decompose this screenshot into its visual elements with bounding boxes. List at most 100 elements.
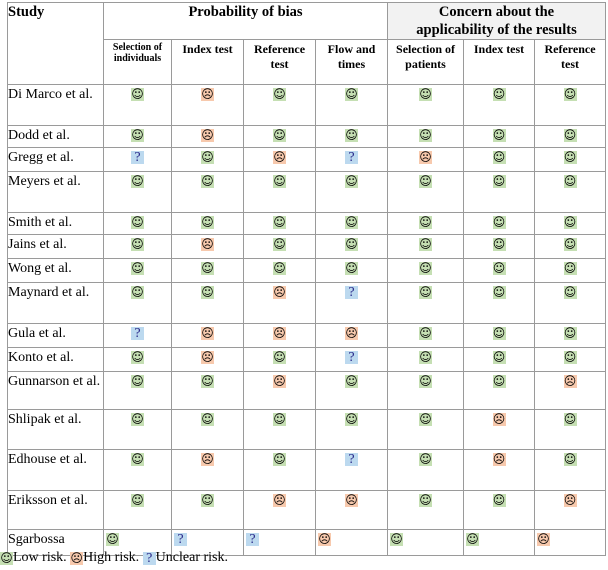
concern-applicability-header: Concern about the applicability of the r… [387, 2, 607, 40]
rating-cell: ☺ [534, 84, 607, 126]
rating-cell: ☺ [103, 212, 172, 235]
smiley-icon: ☺ [201, 412, 214, 426]
table-row: Smith et al. ☺ ☺ ☺ ☺ ☺ ☺ ☺ [7, 212, 607, 235]
legend-low-text: Low risk. [13, 550, 67, 565]
smiley-icon: ☺ [201, 174, 214, 188]
smiley-icon: ☺ [273, 261, 286, 275]
study-name: Smith et al. [7, 212, 104, 235]
smiley-icon: ☺ [273, 412, 286, 426]
frown-icon: ☹ [318, 532, 331, 546]
study-name: Di Marco et al. [7, 84, 104, 126]
rating-cell: ☺ [534, 258, 607, 283]
rating-cell: ☹ [171, 449, 244, 491]
rating-cell: ☺ [387, 347, 465, 372]
frown-icon: ☹ [345, 493, 358, 507]
study-name: Maynard et al. [7, 282, 104, 324]
smiley-icon: ☺ [419, 452, 433, 466]
smiley-icon: ☺ [131, 374, 144, 388]
smiley-icon: ☺ [492, 261, 506, 275]
frown-icon: ☹ [273, 326, 286, 340]
smiley-icon: ☺ [492, 174, 506, 188]
rating-cell: ☺ [314, 212, 389, 235]
smiley-icon: ☺ [131, 237, 144, 251]
smiley-icon: ☺ [345, 374, 358, 388]
col-selection-of-patients: Selection of patients [387, 39, 465, 85]
rating-cell: ☺ [243, 212, 316, 235]
smiley-icon: ☺ [563, 87, 577, 101]
rating-cell: ☺ [463, 258, 536, 283]
rating-cell: ☺ [534, 234, 607, 259]
rating-cell: ☺ [103, 282, 172, 324]
col-selection-of-individuals: Selection of individuals [103, 39, 172, 85]
rating-cell: ☺ [243, 449, 316, 491]
smiley-icon: ☺ [563, 128, 577, 142]
smiley-icon: ☺ [201, 493, 214, 507]
smiley-icon: ☺ [131, 285, 144, 299]
smiley-icon: ☺ [492, 326, 506, 340]
study-name: Shlipak et al. [7, 409, 104, 450]
rating-cell: ☺ [243, 171, 316, 213]
smiley-icon: ☺ [563, 412, 577, 426]
frown-icon: ☹ [492, 412, 506, 426]
rating-cell: ☺ [534, 147, 607, 172]
table-row: Edhouse et al. ☺ ☹ ☺? ☺ ☹ ☺ [7, 449, 607, 491]
rating-cell: ☺ [103, 409, 172, 450]
rating-cell: ☺ [243, 84, 316, 126]
rating-cell: ☺ [103, 490, 172, 530]
smiley-icon: ☺ [492, 350, 506, 364]
rating-cell: ☺ [463, 529, 536, 556]
table-row: Sgarbossa ☺?? ☹ ☺ ☺ ☹ [7, 529, 607, 556]
smiley-icon: ☺ [345, 237, 358, 251]
table-row: Dodd et al. ☺ ☹ ☺ ☺ ☺ ☺ ☺ [7, 125, 607, 148]
smiley-icon: ☺ [419, 350, 433, 364]
rating-cell: ☺ [171, 282, 244, 324]
smiley-icon: ☺ [492, 215, 506, 229]
smiley-icon: ☺ [201, 150, 214, 164]
rating-cell: ☹ [463, 449, 536, 491]
concern-header-line2: applicability of the results [416, 22, 577, 38]
study-name: Eriksson et al. [7, 490, 104, 530]
table-row: Di Marco et al. ☺ ☹ ☺ ☺ ☺ ☺ ☺ [7, 84, 607, 126]
smiley-icon: ☺ [131, 128, 144, 142]
question-icon: ? [345, 453, 358, 467]
rating-cell: ☺ [463, 84, 536, 126]
table-row: Meyers et al. ☺ ☺ ☺ ☺ ☺ ☺ ☺ [7, 171, 607, 213]
smiley-icon: ☺ [131, 412, 144, 426]
smiley-icon: ☺ [131, 87, 144, 101]
study-name: Gula et al. [7, 323, 104, 348]
smiley-icon: ☺ [131, 493, 144, 507]
question-icon: ? [174, 533, 187, 547]
smiley-icon: ☺ [419, 237, 433, 251]
study-name: Dodd et al. [7, 125, 104, 148]
smiley-icon: ☺ [563, 261, 577, 275]
question-icon: ? [131, 151, 144, 165]
rating-cell: ☺ [314, 84, 389, 126]
rating-cell: ☺ [103, 171, 172, 213]
smiley-icon: ☺ [201, 285, 214, 299]
smiley-icon: ☺ [563, 285, 577, 299]
col-reference-test: Reference test [243, 39, 316, 85]
rating-cell: ☺ [314, 409, 389, 450]
frown-icon: ☹ [419, 150, 433, 164]
study-name: Wong et al. [7, 258, 104, 283]
study-name: Edhouse et al. [7, 449, 104, 491]
rating-cell: ☹ [243, 282, 316, 324]
rating-cell: ? [314, 449, 389, 491]
col-concern-index-test: Index test [463, 39, 536, 85]
rating-cell: ☹ [314, 529, 389, 556]
smiley-icon: ☺ [273, 174, 286, 188]
rating-cell: ☺ [387, 490, 465, 530]
rating-cell: ☺ [243, 347, 316, 372]
rating-cell: ☺ [314, 171, 389, 213]
frown-icon: ☹ [201, 87, 214, 101]
rating-cell: ☺ [534, 125, 607, 148]
smiley-icon: ☺ [201, 374, 214, 388]
rating-cell: ☺ [103, 258, 172, 283]
table-row: Shlipak et al. ☺ ☺ ☺ ☺ ☺ ☹ ☺ [7, 409, 607, 450]
smiley-icon: ☺ [419, 215, 433, 229]
table-row: Eriksson et al. ☺ ☺ ☹ ☹ ☺ ☺ ☹ [7, 490, 607, 530]
rating-cell: ☺ [243, 125, 316, 148]
smiley-icon: ☺ [563, 174, 577, 188]
header-row-top: Study Probability of bias Concern about … [7, 2, 607, 85]
rating-cell: ? [103, 323, 172, 348]
